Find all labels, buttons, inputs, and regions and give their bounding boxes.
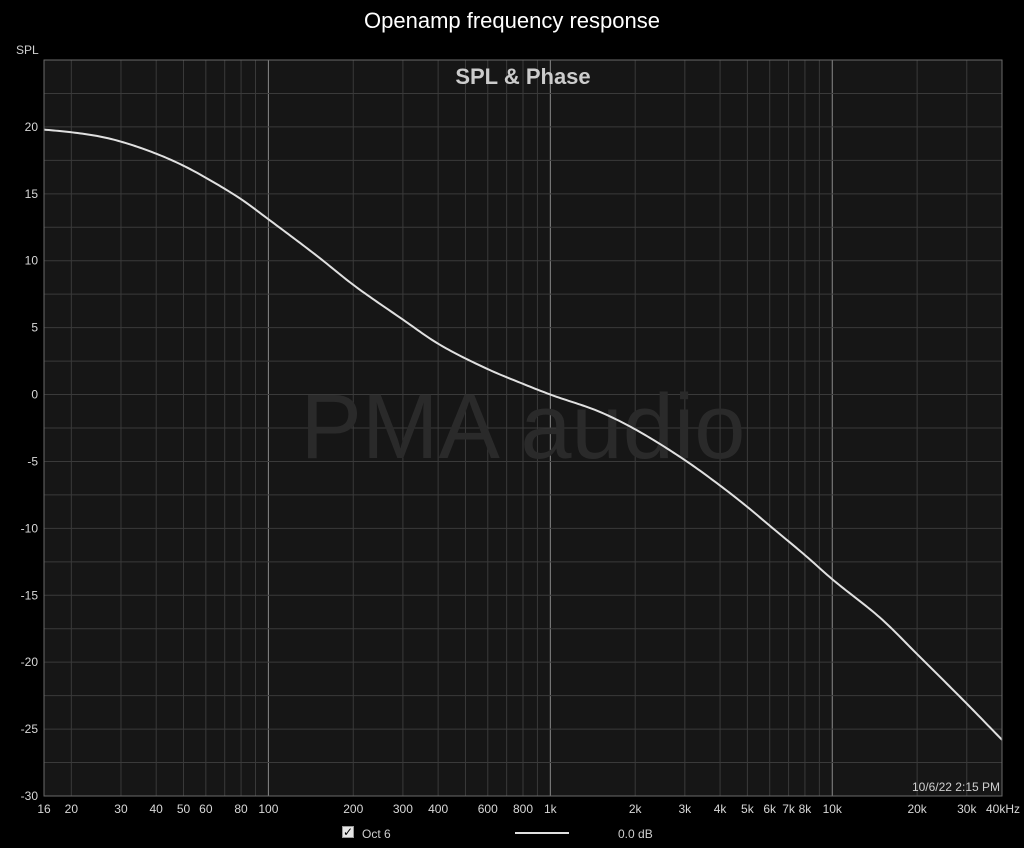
legend-series-checkbox[interactable]: ✓ xyxy=(342,825,354,839)
series-line-oct-6 xyxy=(43,128,1003,741)
x-tick-label: 4k xyxy=(714,802,728,816)
y-tick-label: 10 xyxy=(25,254,39,268)
y-tick-labels: 20 15 10 5 0 -5 -10 -15 -20 -25 -30 xyxy=(21,120,39,803)
chart-title: SPL & Phase xyxy=(455,64,590,89)
y-tick-label: -5 xyxy=(27,454,38,468)
y-tick-label: 5 xyxy=(31,321,38,335)
x-tick-label: 16 xyxy=(37,802,51,816)
x-tick-label: 30k xyxy=(957,802,977,816)
x-tick-label: 20 xyxy=(65,802,79,816)
x-tick-label: 3k xyxy=(678,802,692,816)
window-title: Openamp frequency response xyxy=(364,8,660,33)
x-tick-label: 300 xyxy=(393,802,413,816)
y-tick-label: -25 xyxy=(21,722,39,736)
y-tick-label: -10 xyxy=(21,521,39,535)
legend-line-sample xyxy=(515,832,569,834)
y-tick-label: -30 xyxy=(21,789,39,803)
y-tick-label: 20 xyxy=(25,120,39,134)
x-tick-label: 60 xyxy=(199,802,213,816)
grid-lines xyxy=(44,59,1003,797)
x-tick-label: 40 xyxy=(150,802,164,816)
x-tick-label: 6k xyxy=(763,802,777,816)
x-tick-label: 5k xyxy=(741,802,755,816)
legend-offset-value: 0.0 dB xyxy=(618,827,653,841)
x-tick-label: 2k xyxy=(629,802,643,816)
watermark: PMA audio xyxy=(301,376,746,478)
x-tick-label: 200 xyxy=(343,802,363,816)
x-tick-label: 100 xyxy=(258,802,278,816)
y-axis-label: SPL xyxy=(16,43,39,57)
x-tick-label: 800 xyxy=(513,802,533,816)
x-tick-labels: 16 20 30 40 50 60 80 100 200 300 400 600 800 1k 2k 3k 4k… xyxy=(37,802,1020,816)
timestamp: 10/6/22 2:15 PM xyxy=(912,780,1000,794)
x-tick-label: 50 xyxy=(177,802,191,816)
x-tick-label: 400 xyxy=(428,802,448,816)
x-tick-label: 40kHz xyxy=(986,802,1020,816)
plot-border xyxy=(43,59,1003,797)
y-tick-label: 15 xyxy=(25,187,39,201)
x-tick-label: 1k xyxy=(544,802,558,816)
y-tick-label: -15 xyxy=(21,588,39,602)
x-tick-label: 20k xyxy=(907,802,927,816)
x-tick-label: 8k xyxy=(799,802,813,816)
y-tick-label: 0 xyxy=(31,388,38,402)
x-tick-label: 600 xyxy=(478,802,498,816)
x-tick-label: 30 xyxy=(114,802,128,816)
x-tick-label: 10k xyxy=(823,802,843,816)
y-tick-label: -20 xyxy=(21,655,39,669)
x-tick-label: 80 xyxy=(234,802,248,816)
x-tick-label: 7k xyxy=(782,802,796,816)
legend-series-name: Oct 6 xyxy=(362,827,391,841)
